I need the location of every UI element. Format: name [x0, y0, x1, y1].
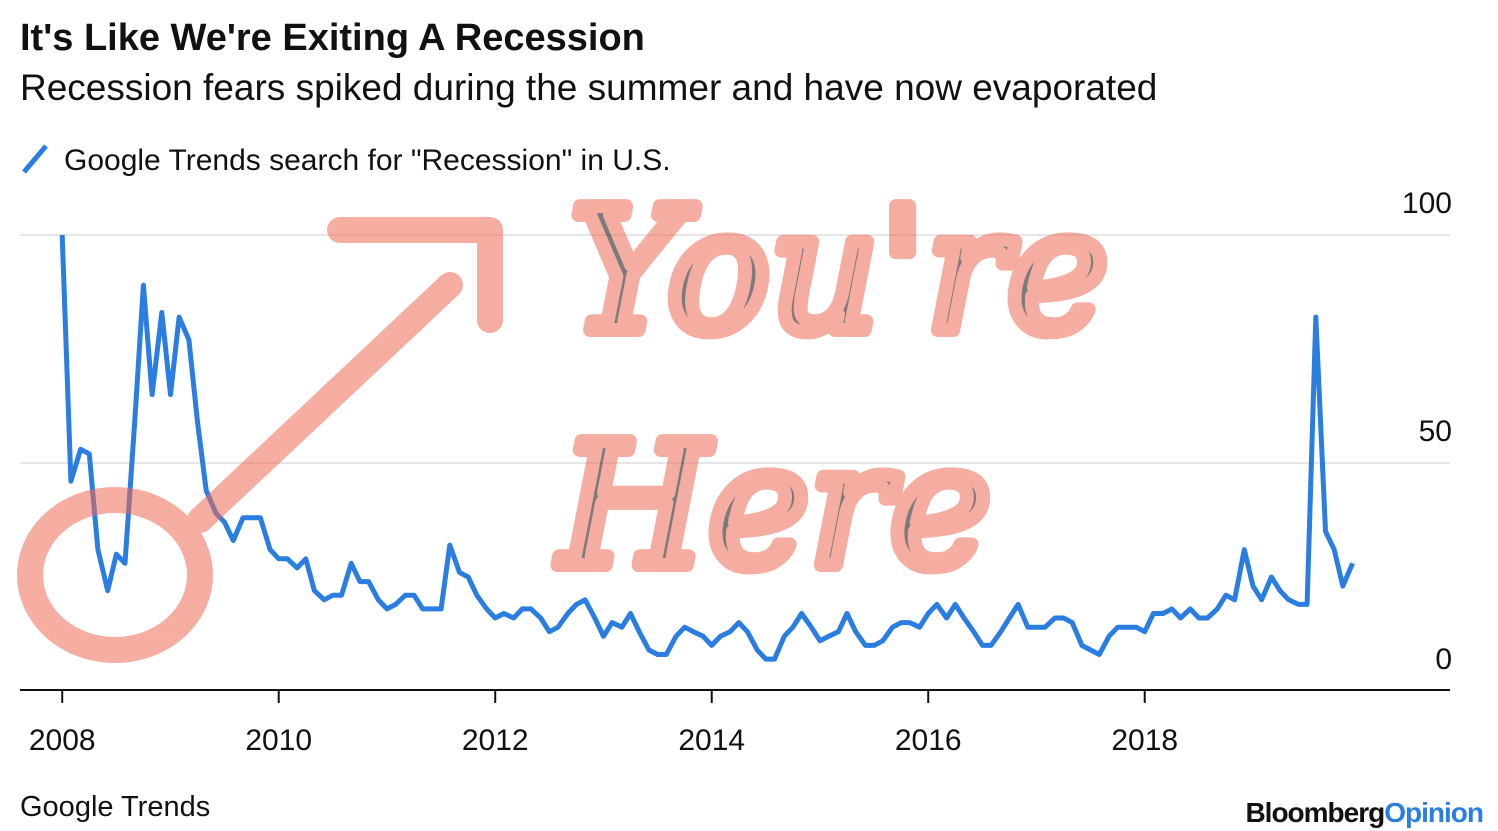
x-tick-label: 2018: [1111, 724, 1178, 757]
x-tick-label: 2016: [895, 724, 962, 757]
chart-subtitle: Recession fears spiked during the summer…: [20, 67, 1157, 108]
brand-suffix: Opinion: [1384, 797, 1483, 828]
y-tick-label: 100: [1402, 187, 1452, 220]
x-tick-label: 2014: [678, 724, 745, 757]
scribble: [17, 217, 503, 663]
y-tick-label: 50: [1419, 415, 1452, 448]
circle-annotation: [17, 487, 213, 663]
brand-name: Bloomberg: [1245, 797, 1384, 828]
x-tick-label: 2012: [462, 724, 529, 757]
plot: 0 50 100 2008 2010 2012 2014 2016 2018: [20, 187, 1452, 757]
brand: BloombergOpinion: [1245, 797, 1483, 828]
annotation: Here: [557, 408, 991, 606]
x-tick-label: 2008: [29, 724, 96, 757]
arrow-head: [327, 217, 503, 333]
annotation: You're: [570, 173, 1108, 371]
source: Google Trends: [20, 791, 210, 823]
x-tick-label: 2010: [245, 724, 312, 757]
arrow-shaft: [187, 272, 463, 533]
series-line: [59, 234, 1355, 662]
y-tick-label: 0: [1435, 643, 1452, 676]
legend-label: Google Trends search for "Recession" in …: [64, 144, 671, 177]
legend-swatch: [22, 144, 48, 174]
chart-title: It's Like We're Exiting A Recession: [20, 17, 645, 59]
